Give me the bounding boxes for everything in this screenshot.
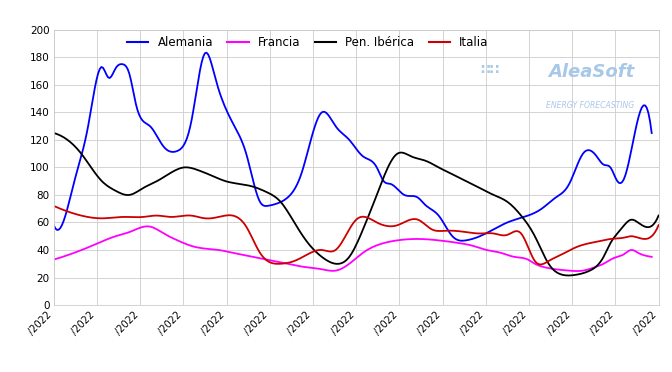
Text: AleaSoft: AleaSoft (548, 63, 634, 81)
Legend: Alemania, Francia, Pen. Ibérica, Italia: Alemania, Francia, Pen. Ibérica, Italia (127, 36, 489, 49)
Text: ∷∷: ∷∷ (480, 63, 499, 77)
Text: ENERGY FORECASTING: ENERGY FORECASTING (546, 101, 634, 110)
